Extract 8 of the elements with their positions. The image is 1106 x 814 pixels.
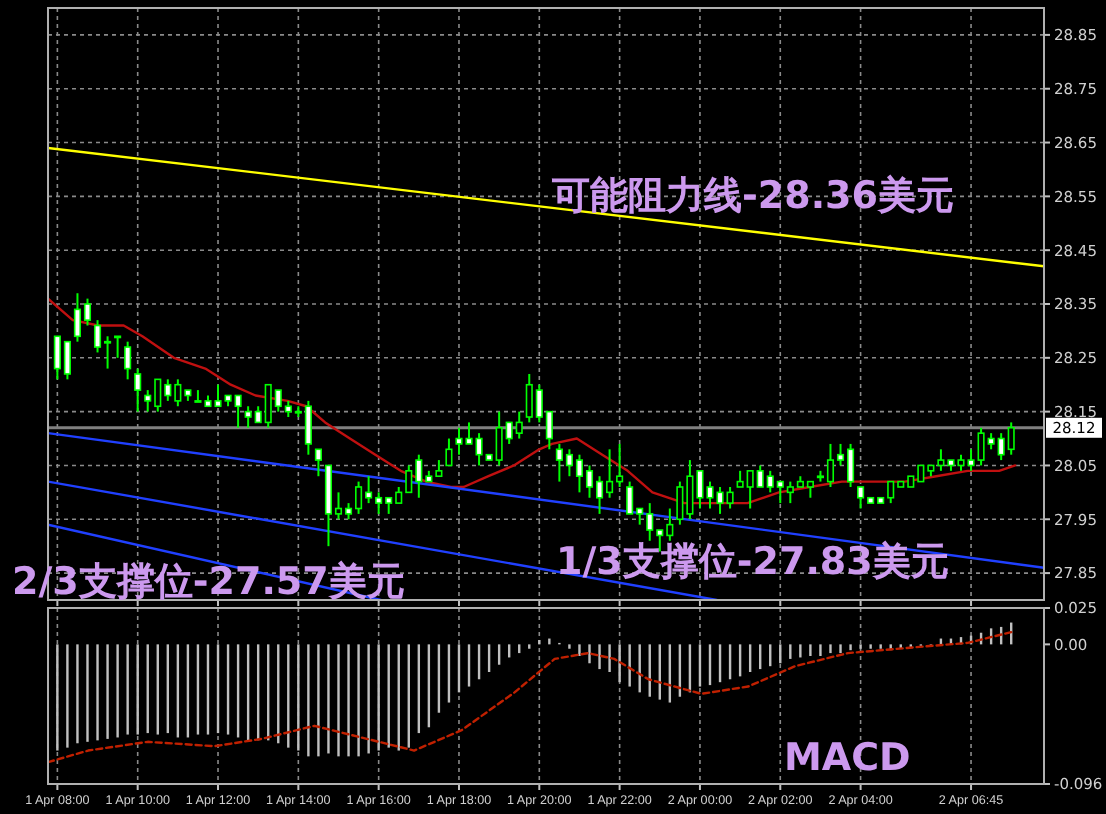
candlestick xyxy=(124,340,132,381)
annotation: 可能阻力线-28.36美元 xyxy=(550,174,954,218)
annotation: MACD xyxy=(784,736,911,780)
candlestick xyxy=(114,335,122,359)
annotation: 1/3支撑位-27.83美元 xyxy=(556,540,949,584)
candlestick xyxy=(134,367,142,413)
candlestick xyxy=(314,448,322,478)
candlestick xyxy=(445,437,453,467)
